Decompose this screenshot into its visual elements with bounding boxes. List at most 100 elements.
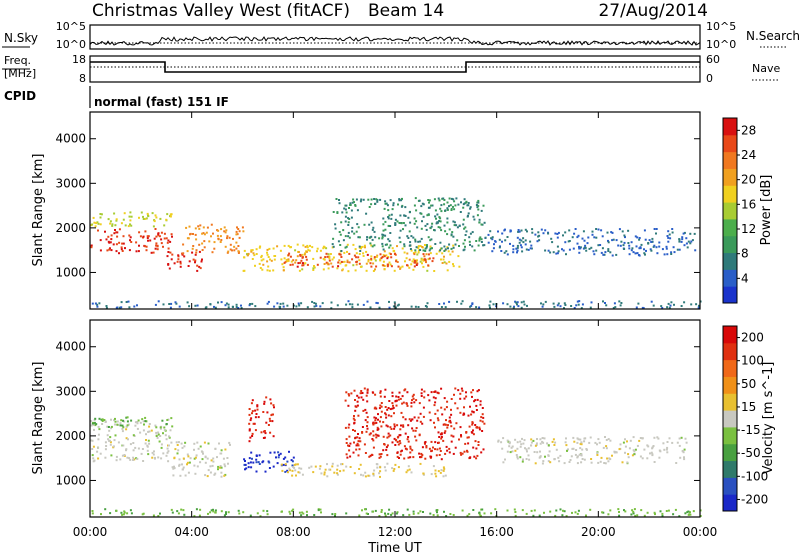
data-cell — [195, 249, 198, 252]
data-cell — [531, 231, 534, 234]
colorbar-tick-label: -15 — [741, 423, 761, 437]
data-cell — [91, 510, 94, 512]
data-cell — [266, 260, 269, 263]
data-cell — [478, 218, 481, 221]
data-cell — [427, 258, 430, 261]
data-cell — [422, 472, 425, 475]
data-cell — [602, 253, 605, 256]
data-cell — [412, 510, 415, 513]
data-cell — [483, 422, 486, 425]
data-cell — [367, 513, 369, 515]
data-cell — [123, 454, 126, 456]
data-cell — [322, 245, 325, 248]
data-cell — [327, 263, 330, 266]
data-cell — [165, 237, 168, 240]
data-cell — [104, 420, 107, 423]
data-cell — [452, 263, 454, 266]
data-cell — [547, 249, 550, 252]
data-cell — [213, 247, 216, 250]
colorbar-tick-label: 20 — [741, 173, 756, 187]
data-cell — [135, 241, 138, 244]
data-cell — [411, 427, 414, 430]
data-cell — [387, 217, 390, 220]
data-cell — [291, 509, 294, 512]
data-cell — [479, 403, 482, 406]
data-cell — [319, 256, 322, 259]
data-cell — [491, 250, 494, 253]
data-cell — [296, 255, 299, 258]
data-cell — [345, 303, 348, 306]
data-cell — [541, 437, 544, 439]
data-cell — [478, 513, 481, 516]
freq-label-2: [MHz] — [4, 67, 36, 80]
power-colorbar-label: Power [dB] — [759, 175, 774, 246]
data-cell — [315, 304, 318, 307]
data-cell — [251, 249, 254, 252]
data-cell — [620, 240, 623, 243]
data-cell — [563, 302, 566, 305]
data-cell — [579, 247, 582, 250]
data-cell — [585, 448, 588, 450]
data-cell — [379, 198, 382, 201]
data-cell — [415, 439, 418, 442]
data-cell — [394, 439, 397, 441]
colorbar-segment — [723, 202, 737, 220]
data-cell — [121, 242, 124, 245]
data-cell — [326, 255, 329, 258]
data-cell — [422, 215, 425, 218]
data-cell — [392, 202, 395, 205]
data-cell — [460, 302, 463, 305]
data-cell — [574, 511, 577, 514]
data-cell — [449, 421, 452, 424]
data-cell — [237, 252, 240, 254]
data-cell — [272, 435, 275, 438]
data-cell — [338, 231, 341, 233]
data-cell — [578, 251, 581, 254]
data-cell — [117, 441, 120, 444]
data-cell — [422, 511, 424, 513]
data-cell — [506, 509, 509, 512]
data-cell — [121, 250, 124, 252]
data-cell — [135, 250, 138, 253]
data-cell — [256, 512, 259, 515]
velocity-plot-bg — [90, 320, 700, 517]
data-cell — [156, 248, 159, 251]
data-cell — [405, 448, 408, 451]
data-cell — [260, 254, 263, 257]
data-cell — [363, 387, 366, 390]
data-cell — [432, 257, 435, 260]
data-cell — [641, 437, 644, 440]
data-cell — [308, 466, 311, 469]
data-cell — [372, 434, 375, 437]
data-cell — [179, 265, 182, 268]
data-cell — [148, 423, 151, 425]
data-cell — [437, 226, 440, 229]
data-cell — [372, 423, 375, 426]
data-cell — [427, 236, 430, 239]
data-cell — [170, 258, 173, 261]
data-cell — [479, 419, 482, 422]
data-cell — [576, 300, 579, 303]
data-cell — [115, 218, 118, 221]
data-cell — [297, 251, 300, 253]
data-cell — [251, 410, 254, 413]
data-cell — [306, 306, 309, 309]
velocity-ylabel: Slant Range [km] — [31, 362, 46, 475]
data-cell — [266, 411, 269, 414]
data-cell — [525, 458, 528, 460]
data-cell — [387, 432, 390, 435]
data-cell — [563, 307, 565, 310]
data-cell — [155, 426, 158, 429]
data-cell — [435, 509, 438, 512]
data-cell — [520, 246, 523, 249]
data-cell — [116, 231, 119, 234]
data-cell — [556, 236, 559, 239]
data-cell — [167, 251, 170, 253]
data-cell — [384, 514, 387, 517]
data-cell — [628, 244, 631, 247]
data-cell — [521, 250, 524, 253]
data-cell — [273, 305, 276, 308]
data-cell — [554, 232, 557, 235]
data-cell — [213, 241, 216, 244]
data-cell — [418, 402, 421, 405]
